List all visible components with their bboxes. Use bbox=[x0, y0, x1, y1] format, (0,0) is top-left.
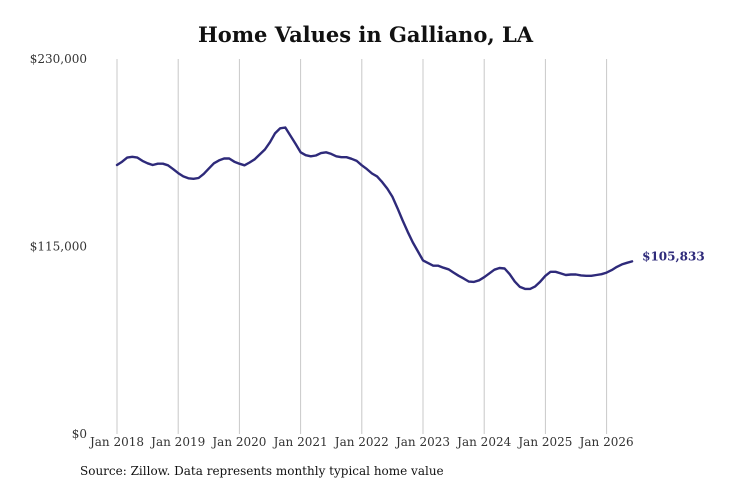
x-tick-label: Jan 2024 bbox=[455, 435, 511, 449]
x-axis: Jan 2018 Jan 2019 Jan 2020 Jan 2021 Jan 2022… bbox=[88, 435, 634, 449]
x-tick-label: Jan 2025 bbox=[516, 435, 572, 449]
x-tick-label: Jan 2023 bbox=[394, 435, 450, 449]
x-tick-label: Jan 2022 bbox=[333, 435, 389, 449]
source-note: Source: Zillow. Data represents monthly … bbox=[80, 464, 444, 478]
y-tick-label: $0 bbox=[72, 427, 87, 441]
x-tick-label: Jan 2020 bbox=[210, 435, 266, 449]
chart-title: Home Values in Galliano, LA bbox=[197, 22, 534, 47]
y-tick-label: $115,000 bbox=[30, 240, 87, 254]
last-value-label: $105,833 bbox=[642, 249, 705, 263]
x-tick-label: Jan 2026 bbox=[578, 435, 634, 449]
x-tick-label: Jan 2018 bbox=[88, 435, 144, 449]
x-tick-label: Jan 2021 bbox=[272, 435, 328, 449]
gridlines bbox=[116, 59, 608, 434]
home-value-series-line bbox=[115, 126, 634, 291]
y-axis: $0 $115,000 $230,000 bbox=[30, 52, 87, 441]
x-tick-label: Jan 2019 bbox=[149, 435, 205, 449]
y-tick-label: $230,000 bbox=[30, 52, 87, 66]
